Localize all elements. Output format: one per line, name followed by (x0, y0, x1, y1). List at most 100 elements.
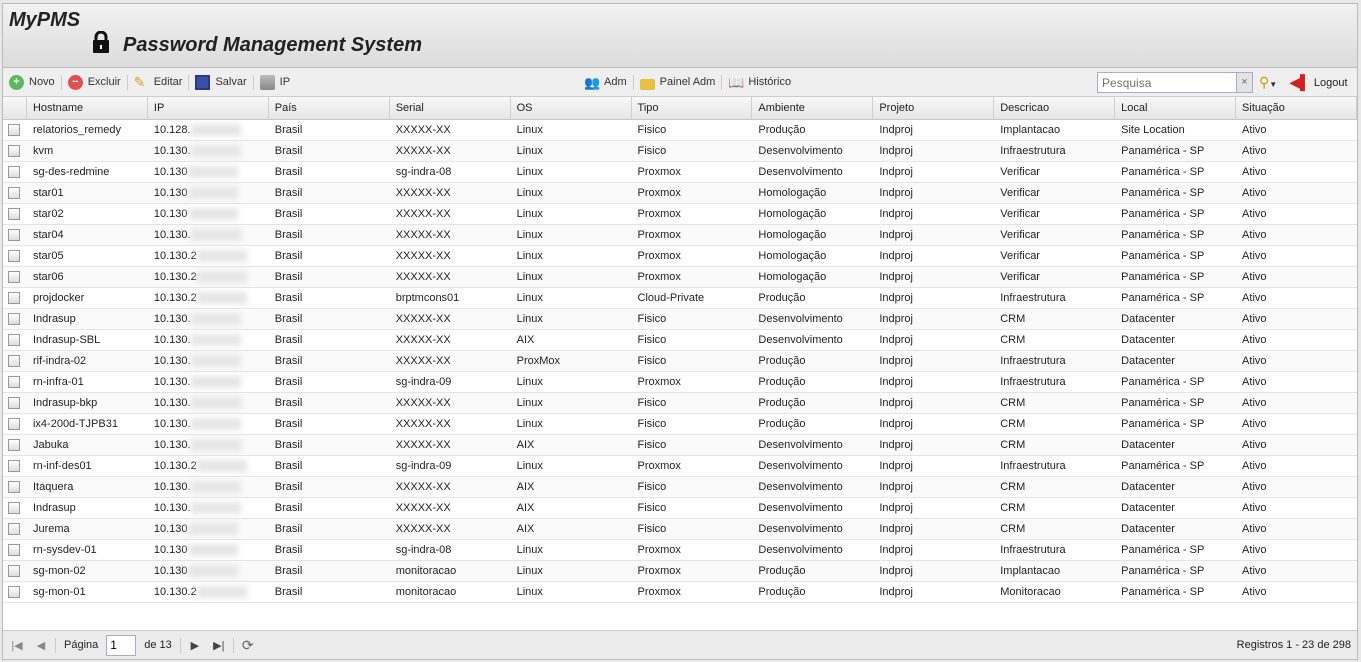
row-checkbox[interactable] (8, 544, 21, 556)
search-input[interactable] (1097, 72, 1237, 93)
row-checkbox[interactable] (8, 502, 21, 514)
cell-serial: XXXXX-XX (390, 120, 511, 140)
redacted-ip (190, 481, 241, 494)
cell-local: Datacenter (1115, 477, 1236, 497)
row-checkbox[interactable] (8, 523, 21, 535)
page-input[interactable] (106, 634, 137, 656)
cell-text: Datacenter (1121, 502, 1175, 514)
cell-text: kvm (32, 145, 54, 157)
row-checkbox[interactable] (8, 229, 21, 241)
table-row[interactable]: Indrasup-bkp 10.130. Brasil XXXXX-XX Linux Fi… (3, 393, 1357, 414)
table-row[interactable]: ix4-200d-TJPB31 10.130. Brasil XXXXX-XX Linu… (3, 414, 1357, 435)
last-page-icon[interactable]: ▶| (213, 639, 225, 652)
table-row[interactable]: rn-sysdev-01 10.130 Brasil sg-indra-08 Linux… (3, 540, 1357, 561)
next-page-icon[interactable]: ▶ (190, 639, 200, 652)
column-header[interactable]: Ambiente (752, 97, 874, 119)
row-checkbox[interactable] (8, 292, 21, 304)
cell-text: Brasil (274, 187, 303, 199)
row-checkbox[interactable] (8, 250, 21, 262)
cell-text: Brasil (274, 418, 303, 430)
table-row[interactable]: sg-mon-02 10.130 Brasil monitoracao Linux Pro… (3, 561, 1357, 582)
cell-ambiente: Produção (752, 351, 873, 371)
row-checkbox[interactable] (8, 334, 21, 346)
table-row[interactable]: Jurema 10.130 Brasil XXXXX-XX AIX Fisico Desen… (3, 519, 1357, 540)
painel-adm-button[interactable]: Painel Adm (634, 68, 722, 96)
table-row[interactable]: star05 10.130.2 Brasil XXXXX-XX Linux Proxmox… (3, 246, 1357, 267)
row-checkbox[interactable] (8, 145, 21, 157)
table-row[interactable]: star04 10.130. Brasil XXXXX-XX Linux Proxmox H… (3, 225, 1357, 246)
row-checkbox[interactable] (8, 586, 21, 598)
table-row[interactable]: star01 10.130 Brasil XXXXX-XX Linux Proxmox Ho… (3, 183, 1357, 204)
column-header[interactable]: Situação (1236, 97, 1357, 119)
prev-page-icon[interactable]: ◀ (36, 639, 46, 652)
column-header[interactable]: Descricao (994, 97, 1116, 119)
column-header[interactable]: Hostname (27, 97, 148, 119)
cell-text: CRM (1000, 502, 1026, 514)
column-header[interactable]: País (269, 97, 390, 119)
ip-button[interactable]: IP (254, 68, 296, 96)
row-checkbox[interactable] (8, 271, 21, 283)
cell-text: Indproj (879, 313, 913, 325)
search-options-button[interactable]: ⚲▼ (1259, 74, 1278, 90)
cell-text: brptmcons01 (395, 292, 460, 304)
table-row[interactable]: relatorios_remedy 10.128. Brasil XXXXX-XX Li… (3, 120, 1357, 141)
table-row[interactable]: star06 10.130.2 Brasil XXXXX-XX Linux Proxmox… (3, 267, 1357, 288)
clear-search-icon[interactable]: × (1237, 72, 1253, 93)
table-row[interactable]: Jabuka 10.130. Brasil XXXXX-XX AIX Fisico Dese… (3, 435, 1357, 456)
table-row[interactable]: star02 10.130 Brasil XXXXX-XX Linux Proxmox Ho… (3, 204, 1357, 225)
excluir-button[interactable]: − Excluir (62, 68, 127, 96)
column-header[interactable]: Local (1115, 97, 1237, 119)
row-checkbox[interactable] (8, 418, 21, 430)
column-header[interactable]: Tipo (632, 97, 753, 119)
refresh-icon[interactable]: ⟳ (241, 636, 254, 653)
row-checkbox[interactable] (8, 187, 21, 199)
cell-text: Brasil (274, 271, 303, 283)
row-checkbox[interactable] (8, 376, 21, 388)
row-checkbox[interactable] (8, 397, 21, 409)
table-row[interactable]: Indrasup 10.130. Brasil XXXXX-XX Linux Fisico… (3, 309, 1357, 330)
adm-button[interactable]: 👥 Adm (578, 68, 633, 96)
table-row[interactable]: projdocker 10.130.2 Brasil brptmcons01 Linux… (3, 288, 1357, 309)
cell-tipo: Proxmox (632, 246, 753, 266)
cell-text: sg-indra-08 (395, 166, 452, 178)
row-checkbox[interactable] (8, 565, 21, 577)
table-row[interactable]: Indrasup 10.130. Brasil XXXXX-XX AIX Fisico De… (3, 498, 1357, 519)
cell-situacao: Ativo (1236, 393, 1357, 413)
novo-button[interactable]: + Novo (3, 68, 61, 96)
cell-serial: sg-indra-09 (390, 372, 511, 392)
cell-pais: Brasil (269, 540, 390, 560)
column-header[interactable]: Projeto (873, 97, 995, 119)
table-row[interactable]: Indrasup-SBL 10.130. Brasil XXXXX-XX AIX Fisi… (3, 330, 1357, 351)
table-row[interactable]: sg-des-redmine 10.130 Brasil sg-indra-08 Lin… (3, 162, 1357, 183)
row-checkbox[interactable] (8, 166, 21, 178)
cell-ambiente: Desenvolvimento (752, 477, 873, 497)
table-row[interactable]: rif-indra-02 10.130. Brasil XXXXX-XX ProxMox… (3, 351, 1357, 372)
logout-button[interactable]: ◀▌ Logout (1289, 74, 1347, 91)
column-header[interactable]: IP (148, 97, 269, 119)
row-checkbox[interactable] (8, 208, 21, 220)
cell-text: 10.130 (153, 523, 188, 535)
row-checkbox[interactable] (8, 313, 21, 325)
table-row[interactable]: rn-inf-des01 10.130.2 Brasil sg-indra-09 Lin… (3, 456, 1357, 477)
row-checkbox[interactable] (8, 460, 21, 472)
table-row[interactable]: kvm 10.130. Brasil XXXXX-XX Linux Fisico Desen… (3, 141, 1357, 162)
cell-os: AIX (511, 519, 632, 539)
table-row[interactable]: sg-mon-01 10.130.2 Brasil monitoracao Linux P… (3, 582, 1357, 603)
historico-button[interactable]: 📖 Histórico (722, 68, 797, 96)
cell-ip: 10.130.2 (148, 582, 269, 602)
salvar-button[interactable]: Salvar (189, 68, 252, 96)
redacted-ip (190, 313, 241, 326)
table-row[interactable]: rn-infra-01 10.130. Brasil sg-indra-09 Linux… (3, 372, 1357, 393)
editar-button[interactable]: ✎ Editar (128, 68, 189, 96)
row-checkbox[interactable] (8, 439, 21, 451)
cell-pais: Brasil (269, 267, 390, 287)
column-header[interactable]: OS (511, 97, 632, 119)
column-header[interactable]: Serial (390, 97, 511, 119)
row-checkbox[interactable] (8, 481, 21, 493)
first-page-icon[interactable]: |◀ (11, 639, 23, 652)
row-checkbox[interactable] (8, 124, 21, 136)
cell-text: Cloud-Private (637, 292, 705, 304)
row-checkbox[interactable] (8, 355, 21, 367)
cell-situacao: Ativo (1236, 456, 1357, 476)
table-row[interactable]: Itaquera 10.130. Brasil XXXXX-XX AIX Fisico De… (3, 477, 1357, 498)
